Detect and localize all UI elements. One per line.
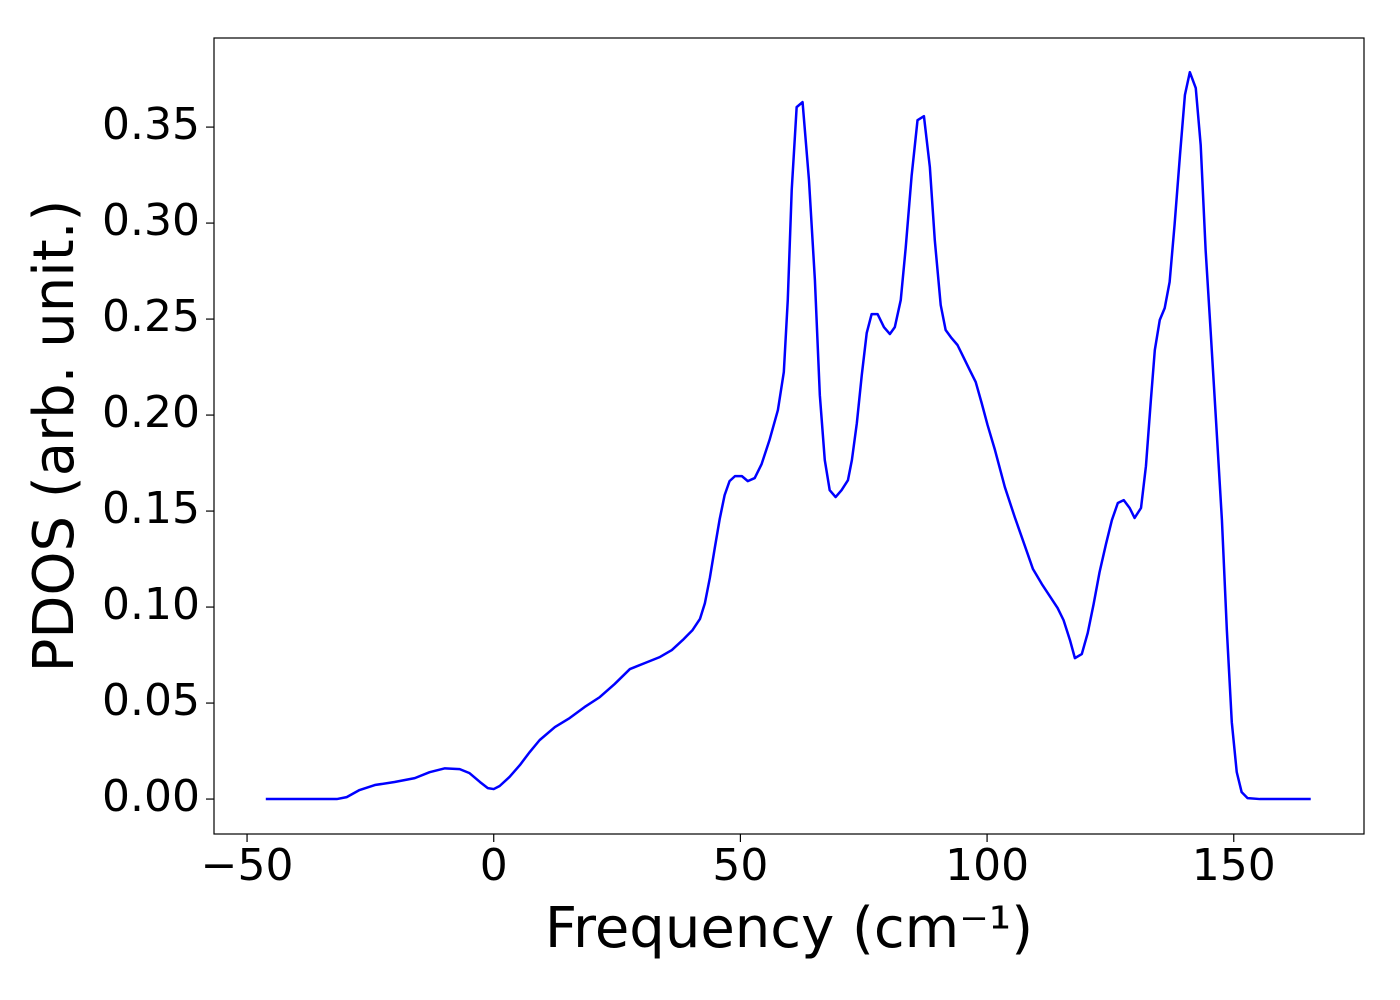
x-tick-label: 0 — [480, 840, 508, 891]
y-axis-label: PDOS (arb. unit.) — [22, 200, 87, 673]
y-tick-label: 0.20 — [102, 387, 200, 438]
y-tick-label: 0.15 — [102, 483, 200, 534]
y-tick-label: 0.05 — [102, 675, 200, 726]
y-tick-label: 0.35 — [102, 99, 200, 150]
data-line — [265, 70, 1311, 801]
x-tick-label: −50 — [201, 840, 294, 891]
x-tick-label: 150 — [1192, 840, 1276, 891]
y-tick-label: 0.25 — [102, 291, 200, 342]
x-tick-label: 100 — [945, 840, 1029, 891]
x-tick-label: 50 — [712, 840, 768, 891]
y-tick-label: 0.30 — [102, 195, 200, 246]
plot-frame — [213, 37, 1365, 835]
x-axis-label: Frequency (cm⁻¹) — [545, 896, 1033, 961]
y-tick-label: 0.00 — [102, 771, 200, 822]
y-tick-label: 0.10 — [102, 579, 200, 630]
